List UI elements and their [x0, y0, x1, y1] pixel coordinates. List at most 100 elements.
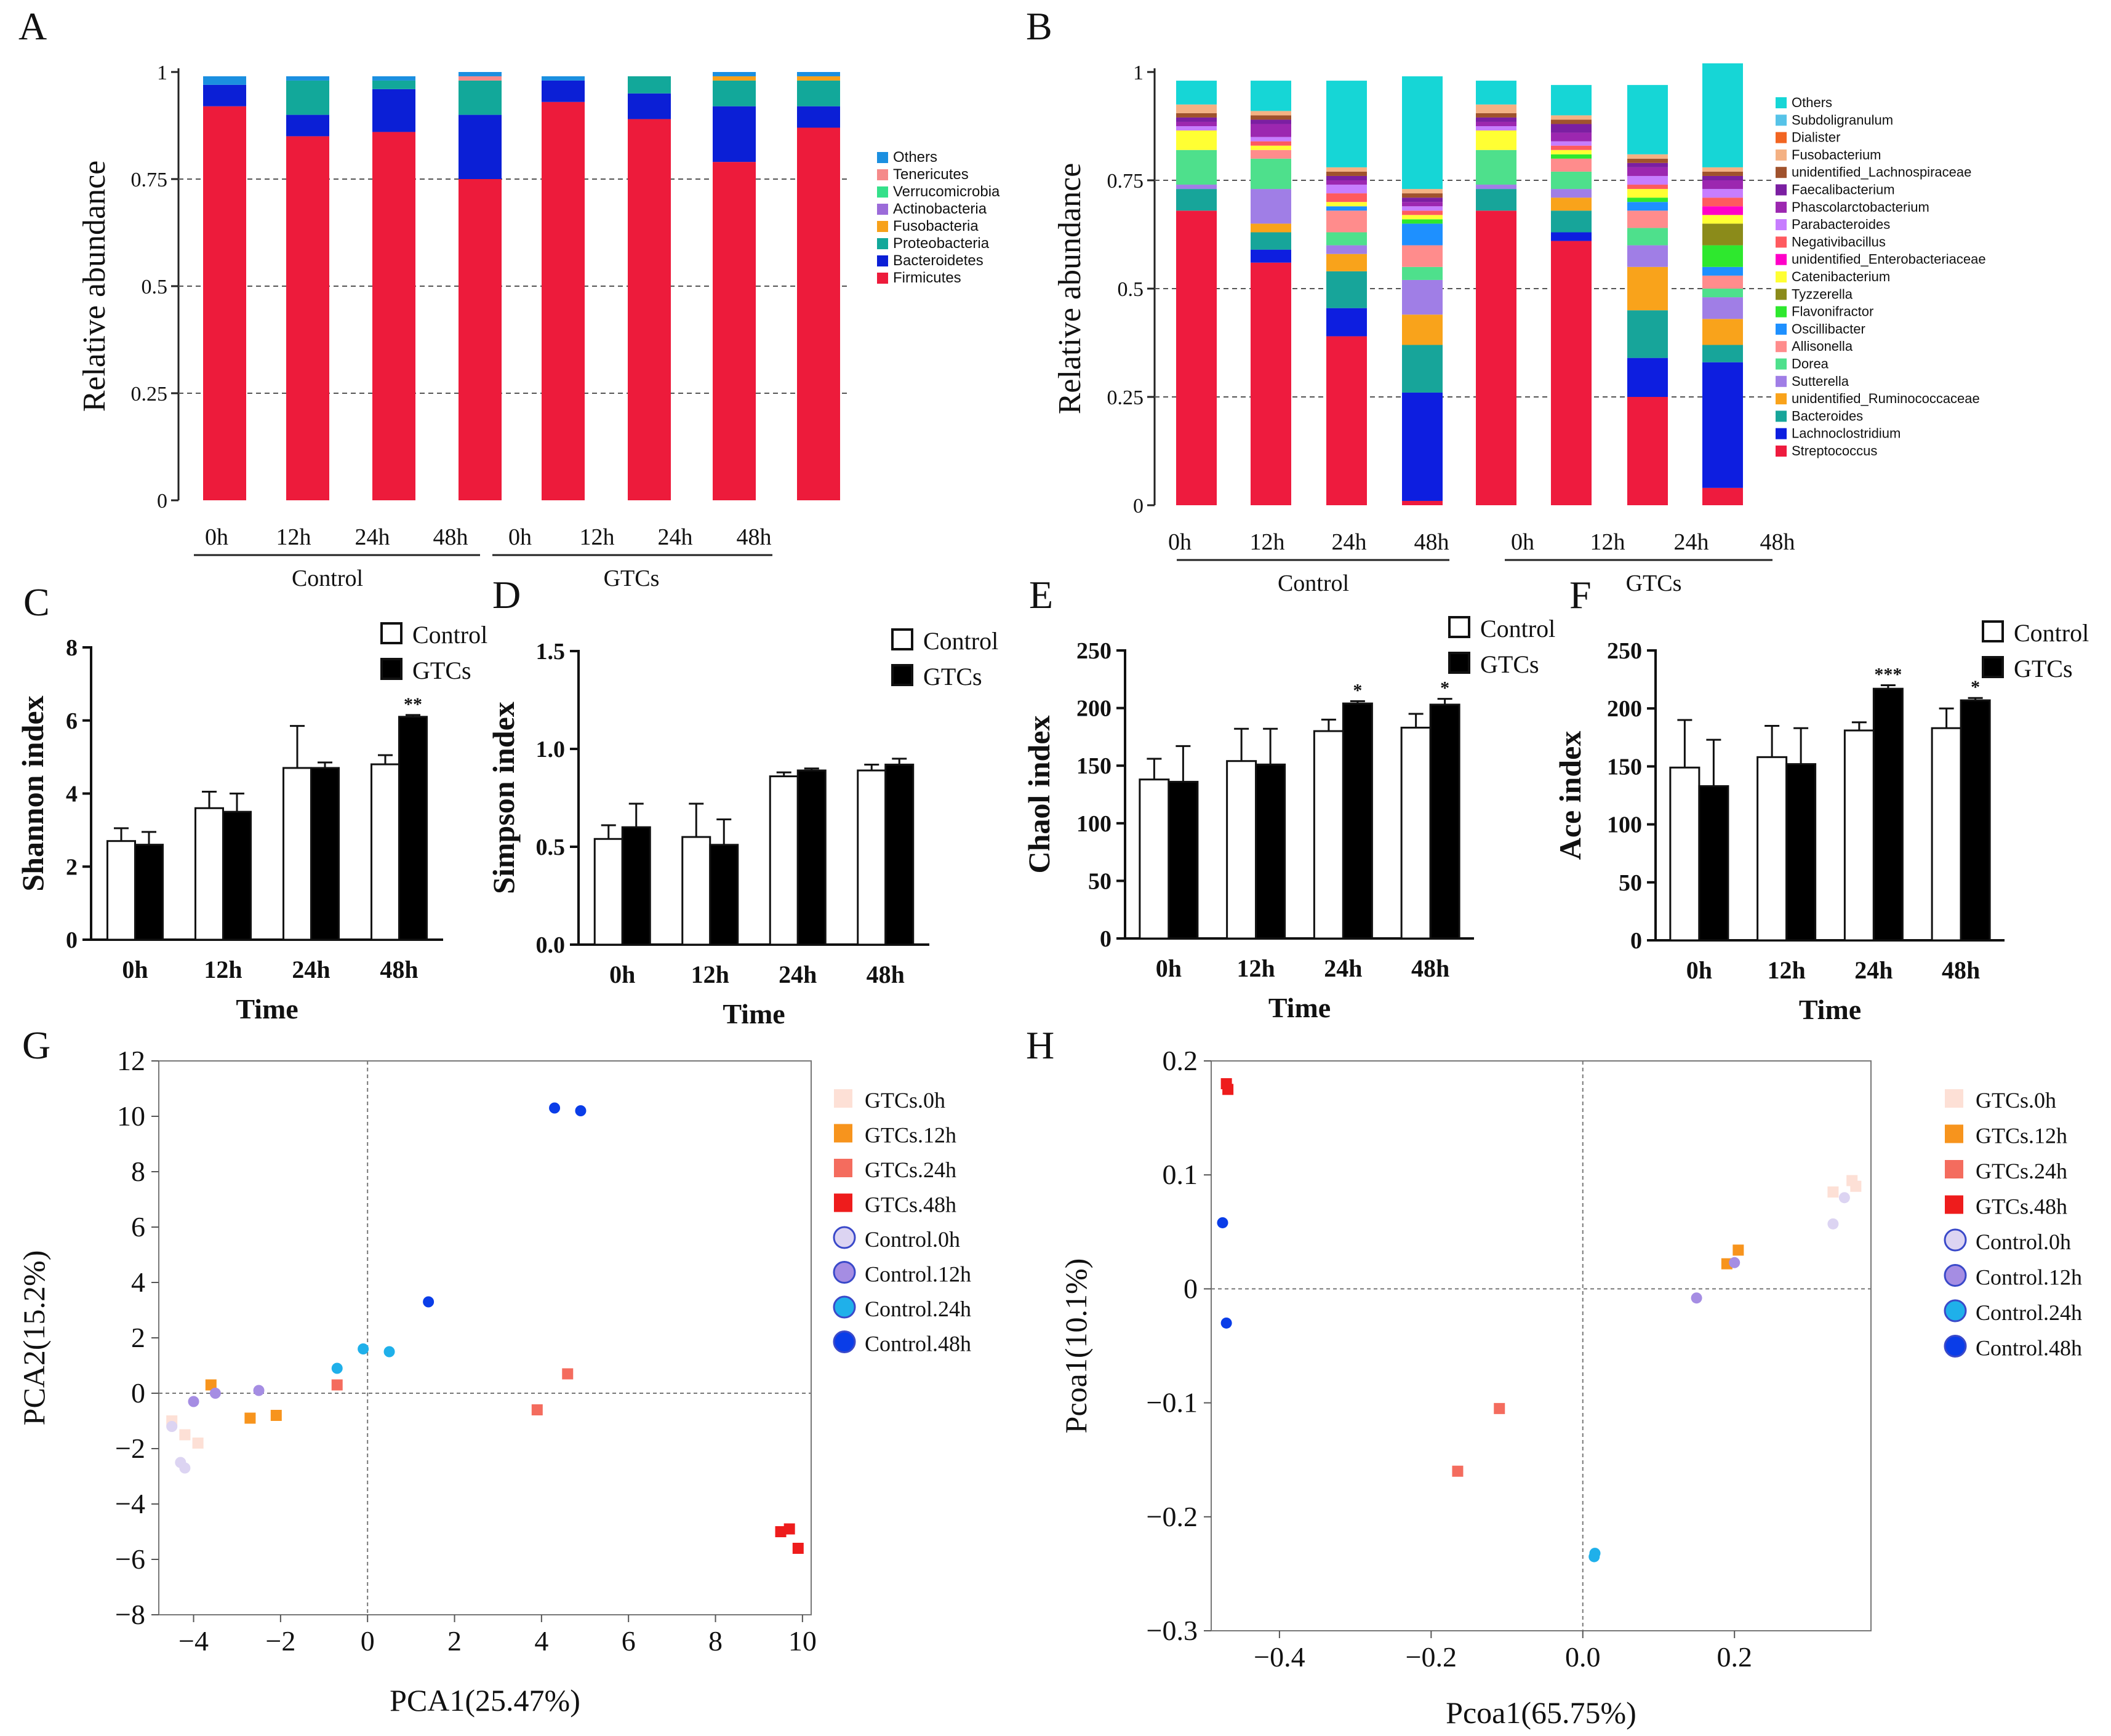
legend-swatch — [877, 255, 888, 266]
bar-segment-others — [797, 72, 840, 76]
bar-segment-bacteroidetes — [628, 93, 671, 119]
panel-label: B — [1026, 4, 1052, 48]
legend-swatch — [891, 628, 913, 650]
bar-segment-flavonifractor — [1402, 219, 1443, 224]
bar-segment-others — [1476, 81, 1516, 105]
x-tick-label: 8 — [708, 1625, 723, 1657]
bar-segment-bacteroidetes — [797, 106, 840, 128]
bar-segment-fusobacterium — [1476, 104, 1516, 113]
bar-control-24h — [769, 775, 799, 946]
x-tick-label: 12h — [1237, 954, 1275, 982]
plot-frame — [158, 1060, 812, 1615]
panel-label: E — [1029, 573, 1053, 617]
legend-item-gtcs-12h: GTCs.12h — [1945, 1124, 2067, 1148]
legend-swatch — [1776, 184, 1787, 196]
bar-5 — [542, 76, 585, 501]
legend-label: Control.0h — [865, 1227, 960, 1252]
legend-item-gtcs: GTCs — [1982, 655, 2073, 682]
series-control-0h — [1827, 1192, 1850, 1230]
legend-item-control: Control — [1448, 615, 1555, 642]
bar-segment-firmicutes — [797, 127, 840, 501]
bar-7 — [1627, 85, 1668, 505]
legend-swatch — [834, 1089, 852, 1108]
bar-segment-others — [542, 76, 585, 81]
point-circle — [166, 1421, 178, 1432]
x-tick-label: 24h — [292, 956, 330, 983]
panel-e: E 0 50 100 150 200 250 Chaol index 0h 12h * 24h * 48h… — [1022, 573, 1555, 1023]
x-tick-label: 0h — [1168, 529, 1192, 555]
x-tick-label: 48h — [1942, 956, 1980, 984]
y-tick-label: −4 — [115, 1488, 145, 1519]
x-tick-label: −0.4 — [1254, 1641, 1305, 1673]
bar-segment-negativibacillus — [1551, 145, 1592, 150]
bar-segment-phascolarctobacterium — [1702, 180, 1743, 190]
legend-label: Others — [1792, 95, 1832, 110]
panel-a: A 0 0.25 0.5 0.75 1 Relative abundance 0h 12h 24h… — [18, 4, 1000, 591]
bar-segment-allisonella — [1402, 245, 1443, 267]
bar-segment-dorea — [1476, 150, 1516, 185]
y-axis-label: Relative abundance — [1052, 163, 1088, 415]
bar-segment-others — [1702, 63, 1743, 167]
bar-segment-others — [1251, 81, 1291, 111]
bar-control-12h — [1226, 760, 1257, 940]
bar-segment-others — [1326, 81, 1367, 167]
bar-segment-streptococcus — [1176, 210, 1217, 505]
bar-segment-parabacteroides — [1251, 137, 1291, 142]
bar-segment-bacteroides — [1627, 310, 1668, 358]
legend-swatch — [1776, 271, 1787, 282]
bar-segment-allisonella — [1326, 210, 1367, 233]
y-tick-label: 0.2 — [1163, 1045, 1198, 1076]
bar-segment-fusobacterium — [1176, 104, 1217, 113]
bar-segment-fusobacterium — [1702, 167, 1743, 172]
x-tick-label: 12h — [1590, 529, 1625, 555]
point-circle — [575, 1105, 587, 1116]
x-axis-label: Time — [236, 993, 298, 1025]
series-gtcs-48h — [775, 1523, 804, 1554]
legend-swatch — [1944, 1228, 1967, 1252]
point-circle — [331, 1362, 343, 1374]
significance-mark: *** — [1874, 665, 1902, 685]
legend-label: Control — [1480, 615, 1555, 642]
bar-segment-phascolarctobacterium — [1326, 180, 1367, 185]
y-tick-label: 50 — [1088, 868, 1112, 894]
bar-control-48h — [857, 769, 887, 946]
legend-label: Oscillibacter — [1792, 321, 1865, 337]
legend-item-gtcs-0h: GTCs.0h — [834, 1088, 945, 1113]
legend-item-verrucomicrobia: Verrucomicrobia — [877, 183, 1000, 200]
panel-d: D 0.0 0.5 1.0 1.5 Simpson index 0h 12h 24h 48h Tim… — [486, 573, 998, 1030]
bar-segment-flavonifractor — [1702, 245, 1743, 267]
bar-segment-streptococcus — [1702, 487, 1743, 505]
point-square — [1494, 1402, 1505, 1414]
legend-swatch — [1945, 1195, 1963, 1214]
legend-item-allisonella: Allisonella — [1776, 338, 1853, 354]
bar-gtcs-0h — [1168, 780, 1199, 940]
x-tick-label: 24h — [658, 524, 693, 550]
bar-segment-negativibacillus — [1251, 141, 1291, 146]
bar-segment-flavonifractor — [1551, 154, 1592, 159]
x-tick-label: 24h — [1332, 529, 1367, 555]
y-tick-label: 0.75 — [131, 169, 168, 191]
bar-segment-unidentified-lachnospiraceae — [1551, 119, 1592, 124]
legend-swatch — [833, 1330, 856, 1353]
panel-label: C — [23, 580, 50, 624]
bar-segment-bacteroidetes — [459, 114, 502, 179]
legend-item-gtcs-24h: GTCs.24h — [1945, 1159, 2067, 1183]
y-tick-label: 0 — [66, 927, 78, 953]
y-tick-label: 2 — [66, 854, 78, 880]
bar-segment-streptococcus — [1551, 241, 1592, 505]
bar-segment-parabacteroides — [1176, 126, 1217, 131]
x-tick-label: 12h — [204, 956, 242, 983]
legend-label: Firmicutes — [893, 270, 961, 286]
panel-label: H — [1026, 1023, 1054, 1067]
x-axis-label: PCA1(25.47%) — [390, 1683, 580, 1718]
legend-label: Streptococcus — [1792, 443, 1877, 458]
y-tick-label: −6 — [115, 1543, 145, 1575]
bar-control-0h — [1139, 778, 1170, 940]
bar-segment-unidentified-lachnospiraceae — [1702, 171, 1743, 176]
legend-item-others: Others — [1776, 95, 1832, 110]
y-tick-label: −0.2 — [1147, 1501, 1198, 1532]
point-circle — [1838, 1192, 1850, 1204]
y-tick-label: 0 — [1184, 1273, 1198, 1304]
point-circle — [1729, 1257, 1740, 1268]
bar-segment-faecalibacterium — [1176, 117, 1217, 122]
